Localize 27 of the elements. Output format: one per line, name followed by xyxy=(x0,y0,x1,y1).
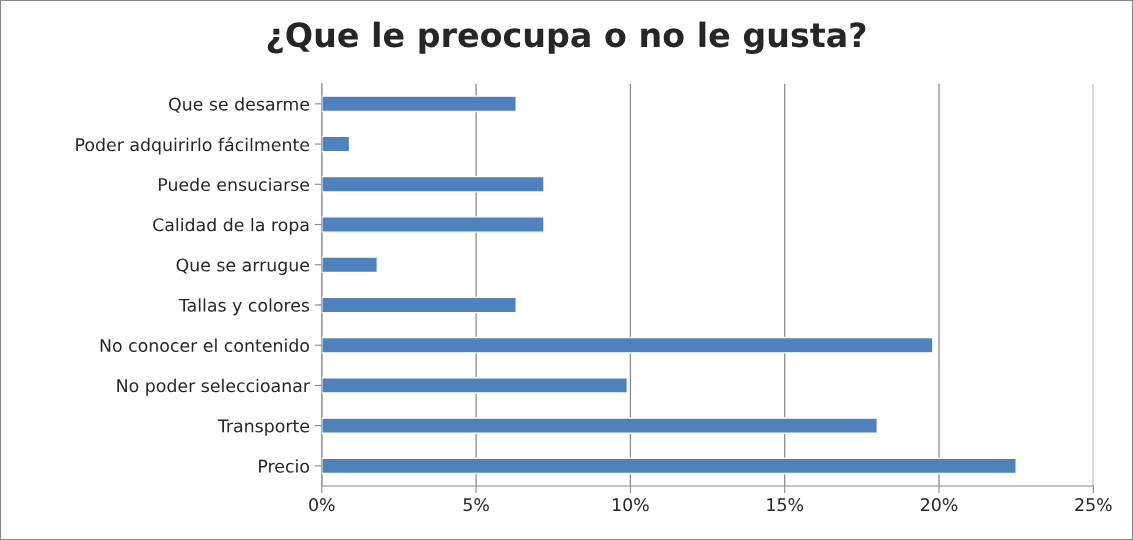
bar xyxy=(321,417,878,434)
y-tick-label: Puede ensuciarse xyxy=(159,177,310,192)
bar xyxy=(321,457,1017,475)
y-tick-label: No conocer el contenido xyxy=(100,338,310,353)
x-tick-label: 0% xyxy=(309,498,335,512)
bar xyxy=(321,135,351,153)
y-tick-label: Que se arrugue xyxy=(176,258,310,275)
y-tick-label: Tallas y colores xyxy=(178,298,310,316)
y-tick-label: Transporte xyxy=(217,419,310,436)
x-tick-label: 15% xyxy=(767,498,804,512)
y-tick-label: Calidad de la ropa xyxy=(153,217,309,235)
y-tick-label: Precio xyxy=(259,459,310,473)
y-tick-label: Poder adquirirlo fácilmente xyxy=(76,137,310,155)
bar xyxy=(321,256,379,274)
bar xyxy=(321,95,517,113)
bar xyxy=(321,216,545,233)
x-tick-label: 20% xyxy=(921,498,958,512)
x-tick-label: 5% xyxy=(463,498,489,512)
y-tick-label: No poder seleccioanar xyxy=(117,378,310,396)
bar xyxy=(321,377,629,394)
bar xyxy=(321,336,934,354)
y-tick-label: Que se desarme xyxy=(169,97,310,113)
x-tick-label: 25% xyxy=(1075,498,1112,512)
x-tick-label: 10% xyxy=(613,498,649,512)
bar xyxy=(321,296,517,314)
chart-title: ¿Que le preocupa o no le gusta? xyxy=(267,21,866,55)
bar xyxy=(321,175,545,193)
